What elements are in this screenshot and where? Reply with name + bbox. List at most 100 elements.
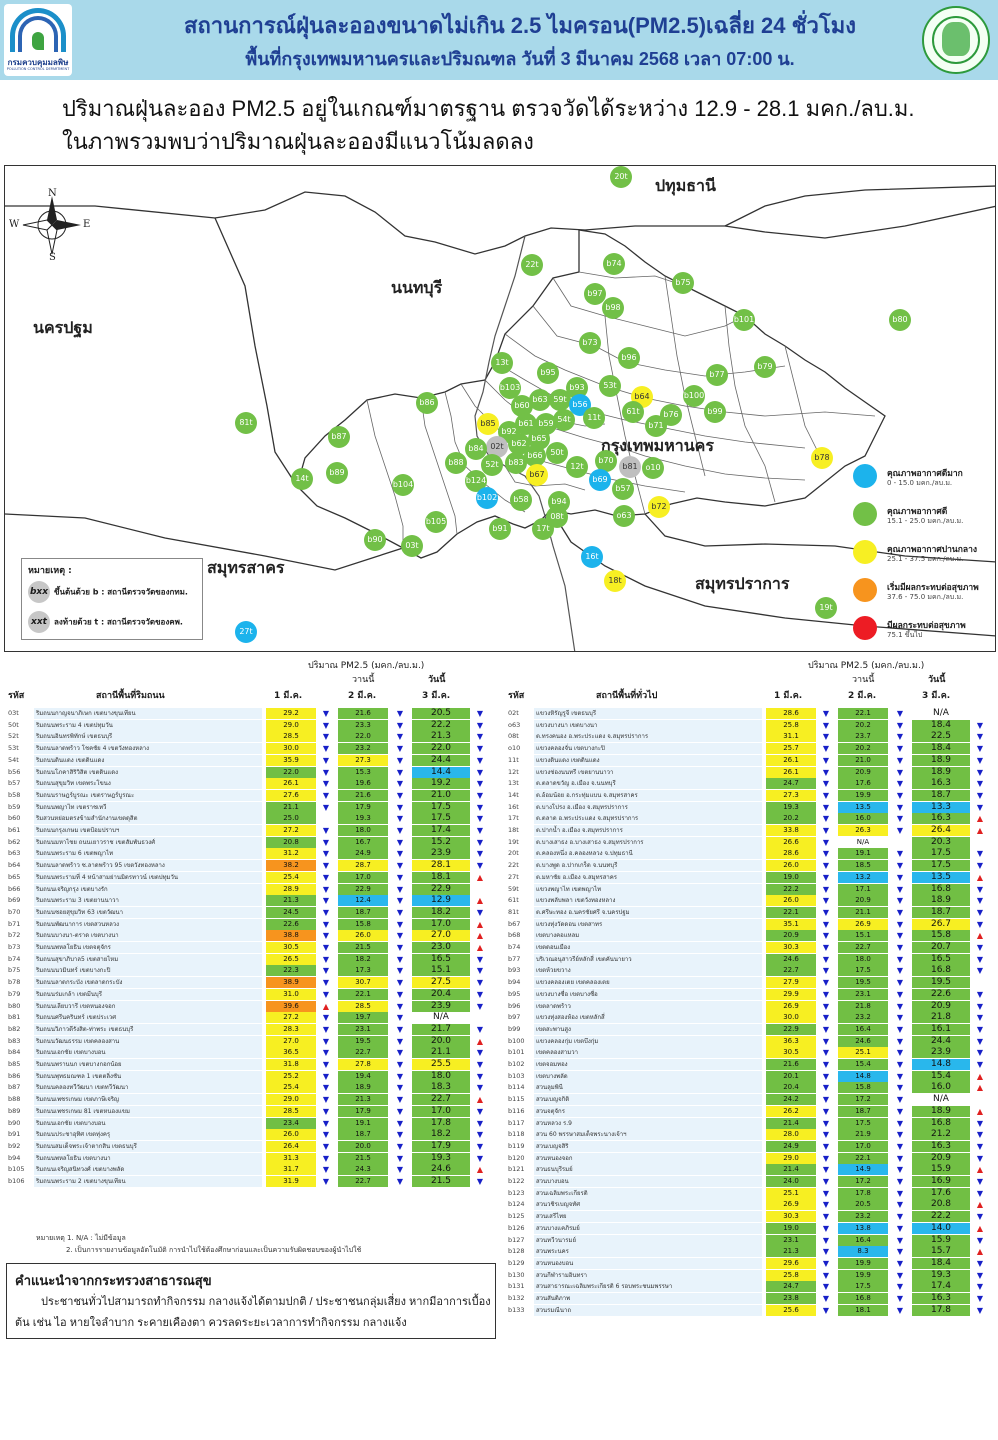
station-marker[interactable]: b97: [584, 283, 606, 305]
station-marker[interactable]: b96: [618, 347, 640, 369]
station-marker[interactable]: b88: [445, 452, 467, 474]
station-marker[interactable]: b91: [489, 518, 511, 540]
station-marker[interactable]: 27t: [235, 621, 257, 643]
station-marker[interactable]: 16t: [581, 546, 603, 568]
station-marker[interactable]: 59t: [549, 389, 571, 411]
trend-down-icon: ▼: [822, 954, 830, 964]
station-marker[interactable]: b73: [579, 332, 601, 354]
pm25-value: 21.3: [412, 731, 470, 743]
pm25-value: 35.9: [266, 754, 316, 766]
station-name: แขวงทุ่งวัดดอน เขตสาทร: [534, 918, 762, 930]
station-marker[interactable]: 13t: [491, 352, 513, 374]
station-marker[interactable]: b102: [476, 487, 498, 509]
station-marker[interactable]: b98: [602, 297, 624, 319]
station-marker[interactable]: o10: [642, 457, 664, 479]
station-marker[interactable]: b63: [529, 389, 551, 411]
pm25-value: 17.0: [412, 918, 470, 930]
station-marker[interactable]: b89: [326, 462, 348, 484]
table-row: b130 สวนกีฬารามอินทรา 25.8 ▼ 19.9 ▼ 19.3 ▼: [508, 1269, 998, 1281]
station-marker[interactable]: 18t: [604, 570, 626, 592]
trend-down-icon: ▼: [976, 1013, 984, 1023]
province-label: สมุทรปราการ: [695, 576, 790, 593]
station-marker[interactable]: 03t: [401, 535, 423, 557]
station-marker[interactable]: 20t: [610, 166, 632, 188]
station-marker[interactable]: b60: [511, 395, 533, 417]
pm25-value: 18.4: [912, 743, 970, 755]
pm25-value: 13.2: [838, 871, 888, 883]
station-marker[interactable]: b66: [524, 445, 546, 467]
station-marker[interactable]: 17t: [532, 518, 554, 540]
station-code: b117: [508, 1118, 525, 1127]
station-marker[interactable]: b83: [505, 452, 527, 474]
station-marker[interactable]: 52t: [481, 454, 503, 476]
station-name: ริมถนนดินแดง เขตดินแดง: [34, 754, 262, 766]
station-code: b67: [508, 919, 521, 928]
station-marker[interactable]: b104: [392, 474, 414, 496]
pm25-value: 30.3: [766, 1211, 816, 1223]
station-marker[interactable]: 81t: [235, 412, 257, 434]
station-marker[interactable]: b71: [645, 415, 667, 437]
table-row: b61 ริมถนนกรุงเกษม เขตป้อมปราบฯ 27.2 ▼ 18.0 ▼…: [8, 825, 498, 836]
station-marker[interactable]: b77: [706, 364, 728, 386]
trend-down-icon: ▼: [396, 954, 404, 964]
table-row: b84 ริมถนนเอกชัย เขตบางบอน 36.5 ▼ 22.7 ▼ 21.1 ▼: [8, 1047, 498, 1059]
station-marker[interactable]: b85: [477, 413, 499, 435]
station-marker[interactable]: b67: [526, 464, 548, 486]
station-marker[interactable]: b69: [589, 469, 611, 491]
table-row: 17t ต.ตลาด อ.พระประแดง จ.สมุทรปราการ 20.2 ▼…: [508, 813, 998, 825]
station-marker[interactable]: 54t: [553, 409, 575, 431]
station-marker[interactable]: 22t: [521, 254, 543, 276]
station-marker[interactable]: b84: [465, 438, 487, 460]
pm25-value: 26.9: [766, 1199, 816, 1211]
pm25-value: N/A: [838, 836, 888, 848]
station-marker[interactable]: b58: [510, 489, 532, 511]
station-marker[interactable]: b86: [416, 392, 438, 414]
pm25-value: 17.9: [338, 801, 388, 813]
station-code: b79: [8, 989, 21, 998]
station-marker[interactable]: b75: [672, 272, 694, 294]
station-code: b126: [508, 1223, 525, 1232]
station-marker[interactable]: b105: [425, 511, 447, 533]
station-marker[interactable]: 11t: [583, 407, 605, 429]
station-marker[interactable]: b80: [889, 309, 911, 331]
station-marker[interactable]: 53t: [599, 375, 621, 397]
station-marker[interactable]: b81: [619, 456, 641, 478]
station-marker[interactable]: b70: [595, 450, 617, 472]
trend-down-icon: ▼: [976, 1060, 984, 1069]
station-marker[interactable]: 12t: [566, 456, 588, 478]
station-marker[interactable]: b93: [566, 377, 588, 399]
station-name: ริมถนนเพชรเกษม เขตภาษีเจริญ: [34, 1094, 262, 1106]
pm25-value: 22.3: [266, 965, 316, 977]
station-marker[interactable]: b101: [733, 309, 755, 331]
table-row: 12t แขวงช่องนนทรี เขตยานนาวา 26.1 ▼ 20.9 ▼ 18.…: [508, 766, 998, 778]
station-marker[interactable]: b78: [811, 447, 833, 469]
station-marker[interactable]: b124: [465, 470, 487, 492]
station-name: ริมถนนสมเด็จพระเจ้าตากสิน เขตธนบุรี: [34, 1140, 262, 1152]
station-marker[interactable]: b100: [683, 385, 705, 407]
station-marker[interactable]: o63: [613, 505, 635, 527]
station-marker[interactable]: b103: [499, 377, 521, 399]
station-marker[interactable]: b79: [754, 356, 776, 378]
station-marker[interactable]: b57: [612, 478, 634, 500]
table-row: b63 ริมถนนพระราม 6 เขตพญาไท 31.2 ▼ 24.9 ▼ 23.9…: [8, 848, 498, 860]
station-marker[interactable]: b74: [603, 253, 625, 275]
trend-down-icon: ▼: [396, 709, 404, 718]
station-marker[interactable]: b65: [528, 428, 550, 450]
station-marker[interactable]: 19t: [815, 597, 837, 619]
pm25-value: 17.6: [838, 778, 888, 790]
trend-down-icon: ▼: [896, 896, 904, 906]
station-marker[interactable]: b72: [648, 496, 670, 518]
station-marker[interactable]: b95: [537, 362, 559, 384]
trend-down-icon: ▼: [822, 790, 830, 800]
station-marker[interactable]: b90: [364, 529, 386, 551]
pm25-value: 13.5: [912, 871, 970, 883]
station-marker[interactable]: 50t: [546, 442, 568, 464]
station-marker[interactable]: 02t: [486, 436, 508, 458]
station-marker[interactable]: 61t: [622, 401, 644, 423]
trend-down-icon: ▼: [322, 802, 330, 812]
station-marker[interactable]: 14t: [291, 468, 313, 490]
station-code: b132: [508, 1294, 525, 1302]
station-marker[interactable]: b87: [328, 426, 350, 448]
trend-down-icon: ▼: [822, 1083, 830, 1093]
station-marker[interactable]: b99: [704, 401, 726, 423]
